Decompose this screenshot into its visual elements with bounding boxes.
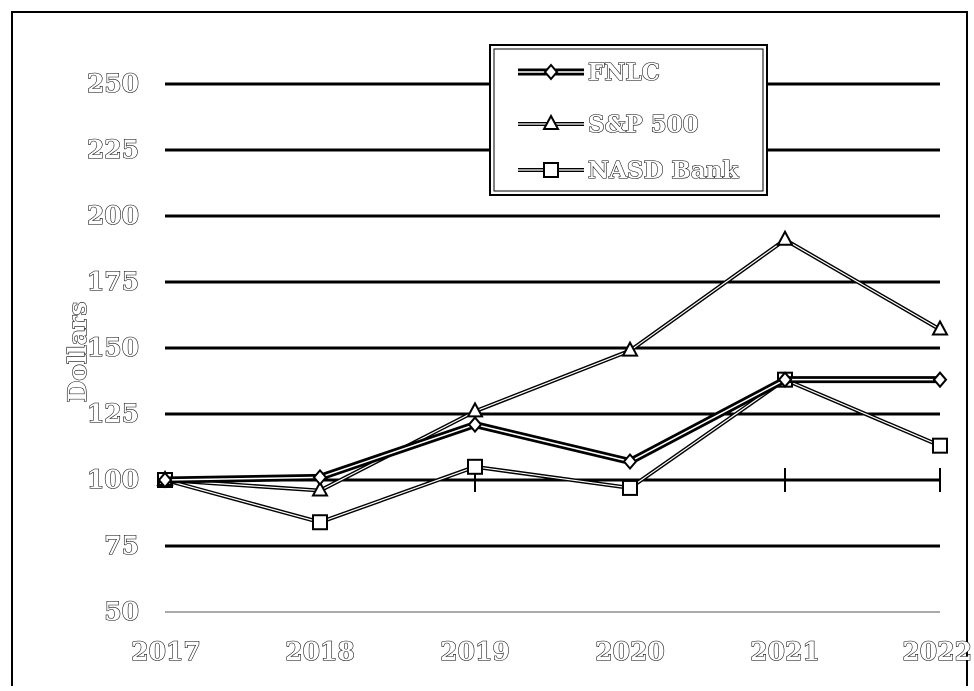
series-line-highlight (164, 239, 941, 492)
y-tick-label: 250 (87, 69, 139, 98)
legend-label: NASD Bank (588, 157, 739, 184)
y-tick-label: 150 (87, 333, 139, 362)
data-point-diamond (157, 471, 173, 489)
series-layer (156, 229, 949, 531)
y-tick-label: 100 (87, 465, 139, 494)
data-point-triangle (776, 229, 794, 246)
y-tick-label: 225 (87, 135, 139, 164)
y-axis-title: Dollars (63, 302, 92, 403)
y-tick-label: 200 (87, 201, 139, 230)
legend-item: S&P 500 (518, 110, 699, 139)
data-point-square (312, 514, 328, 531)
y-tick-label: 125 (87, 399, 139, 428)
x-tick-labels: 2017 2018 2019 2020 2021 2022 (131, 636, 973, 666)
legend-label: FNLC (588, 59, 660, 86)
legend-item: NASD Bank (518, 156, 740, 185)
data-point-triangle (621, 340, 639, 357)
y-tick-label: 75 (104, 531, 139, 560)
y-tick-label: 175 (87, 267, 139, 296)
legend-box-inner (493, 48, 764, 192)
data-point-square (622, 479, 638, 496)
data-point-diamond (777, 371, 793, 389)
x-tick-label: 2017 (131, 637, 201, 666)
legend-marker-triangle (542, 113, 560, 130)
legend-marker-diamond (543, 63, 559, 81)
y-tick-label: 50 (104, 597, 139, 626)
x-tick-label: 2022 (902, 637, 972, 666)
data-point-triangle (311, 480, 329, 497)
legend-item: FNLC (518, 58, 660, 87)
y-tick-labels: 50 75 100 125 150 175 200 225 250 (86, 68, 139, 626)
legend-marker-square (543, 162, 559, 178)
series-line-highlight (164, 379, 941, 523)
data-point-diamond (467, 416, 483, 434)
legend-label: S&P 500 (588, 111, 699, 138)
x-tick-label: 2021 (750, 637, 820, 666)
data-point-square (467, 458, 483, 475)
x-tick-label: 2019 (440, 637, 510, 666)
legend-items: FNLC S&P 500 NASD Bank (518, 58, 740, 185)
data-point-diamond (312, 468, 328, 486)
data-point-triangle (931, 319, 949, 336)
x-tick-label: 2018 (285, 637, 355, 666)
data-point-diamond (932, 371, 948, 389)
legend: FNLC S&P 500 NASD Bank (489, 44, 768, 196)
x-tick-label: 2020 (595, 637, 665, 666)
data-point-diamond (622, 452, 638, 471)
series-diamond (157, 371, 948, 489)
data-point-square (932, 437, 948, 454)
series-line-highlight (164, 378, 940, 481)
